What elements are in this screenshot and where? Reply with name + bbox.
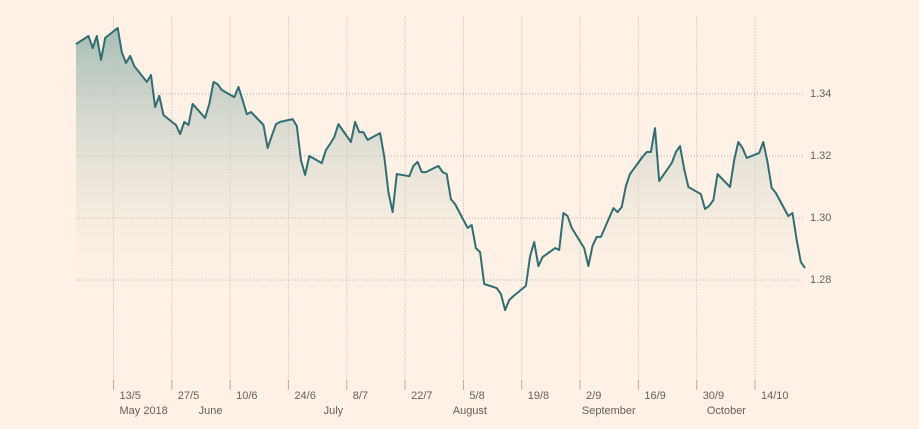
- x-tick-label: 14/10: [761, 390, 789, 402]
- month-label: June: [199, 405, 223, 417]
- month-label: August: [453, 405, 487, 417]
- month-label: September: [582, 405, 636, 417]
- y-tick-label: 1.32: [810, 150, 831, 162]
- month-label: July: [324, 405, 344, 417]
- month-label: October: [707, 405, 746, 417]
- x-tick-label: 24/6: [294, 390, 315, 402]
- area: [76, 28, 805, 373]
- line: [75, 27, 806, 312]
- y-tick-label: 1.30: [810, 212, 831, 224]
- x-tick-label: 8/7: [353, 390, 368, 402]
- x-tick-label: 30/9: [703, 390, 724, 402]
- x-tick-label: 10/6: [236, 390, 257, 402]
- x-tick-label: 19/8: [528, 390, 549, 402]
- month-label: May 2018: [119, 405, 167, 417]
- x-tick-label: 22/7: [411, 390, 432, 402]
- x-tick-label: 5/8: [469, 390, 484, 402]
- x-tick-label: 13/5: [119, 390, 140, 402]
- x-tick-label: 2/9: [586, 390, 601, 402]
- y-tick-label: 1.34: [810, 88, 831, 100]
- x-tick-label: 16/9: [644, 390, 665, 402]
- y-tick-label: 1.28: [810, 274, 831, 286]
- x-tick-label: 27/5: [178, 390, 199, 402]
